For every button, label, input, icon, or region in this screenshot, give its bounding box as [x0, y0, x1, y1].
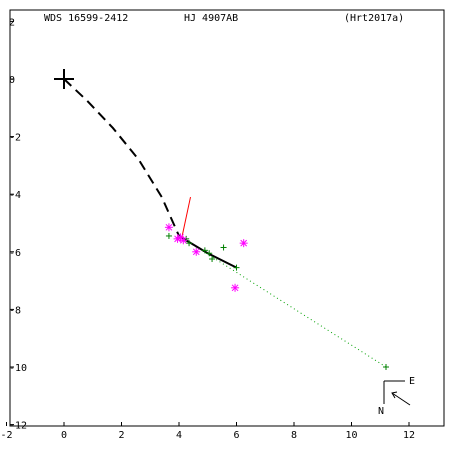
compass-motion-arrow	[391, 392, 411, 406]
observation-plus-marker	[220, 244, 227, 251]
y-tick-label: -10	[9, 363, 27, 374]
wds-label: WDS 16599-2412	[44, 13, 128, 24]
observation-star-marker	[164, 223, 173, 232]
reference-label: (Hrt2017a)	[344, 13, 404, 24]
orbit-solid-segment	[178, 235, 237, 269]
observation-plus-marker	[209, 256, 216, 262]
x-tick-label: 8	[291, 430, 297, 441]
marker-layer	[54, 69, 389, 370]
x-tick-label: 2	[118, 430, 124, 441]
x-tick-label: -2	[0, 430, 12, 441]
plot-frame	[9, 9, 445, 427]
compass-arrowhead-icon	[391, 391, 398, 399]
observation-star-marker	[179, 236, 188, 245]
compass-rose: E N	[378, 376, 415, 417]
pair-label: HJ 4907AB	[184, 13, 238, 24]
observation-star-marker	[239, 239, 248, 248]
y-tick-label: -6	[9, 248, 21, 259]
x-tick-label: 12	[403, 430, 415, 441]
y-axis: 2 0 -2 -4 -6 -8 -10 -12	[9, 17, 27, 431]
observation-plus-marker	[186, 240, 193, 247]
y-tick-label: -8	[9, 305, 21, 316]
x-axis: -2 0 2 4 6 8 10 12	[0, 422, 415, 441]
observation-plus-marker	[165, 232, 172, 239]
y-tick-label: -4	[9, 190, 21, 201]
x-tick-label: 10	[345, 430, 357, 441]
compass-north-label: N	[378, 406, 384, 417]
y-tick-label: 0	[9, 75, 15, 86]
x-tick-label: 6	[233, 430, 239, 441]
y-tick-label: 2	[9, 17, 15, 28]
compass-east-label: E	[409, 376, 415, 387]
observation-star-marker	[192, 247, 201, 256]
observation-plus-marker	[201, 247, 208, 254]
observation-plus-marker	[233, 264, 240, 271]
orbit-layer	[63, 78, 237, 269]
residual-line	[181, 196, 191, 238]
primary-star-marker	[54, 69, 74, 89]
x-tick-label: 4	[176, 430, 182, 441]
measurement-trail	[178, 235, 387, 368]
trail-layer	[178, 235, 387, 368]
y-tick-label: -2	[9, 133, 21, 144]
orbit-dashed-segment	[63, 78, 180, 237]
x-tick-label: 0	[61, 430, 67, 441]
y-tick-label: -12	[9, 421, 27, 432]
observation-star-marker	[231, 283, 240, 292]
observation-plus-marker	[383, 364, 389, 370]
observation-plus-marker	[206, 250, 213, 257]
